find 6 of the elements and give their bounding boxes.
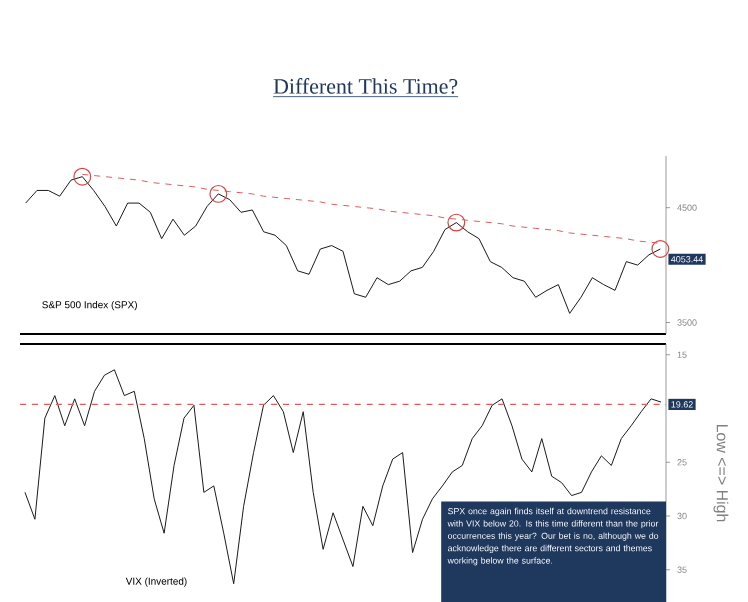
line-series: [25, 176, 661, 314]
point: [447, 213, 466, 232]
point: [651, 240, 670, 258]
point: [73, 167, 92, 186]
chart-title: Different This Time?: [273, 78, 458, 94]
point: [209, 184, 228, 203]
